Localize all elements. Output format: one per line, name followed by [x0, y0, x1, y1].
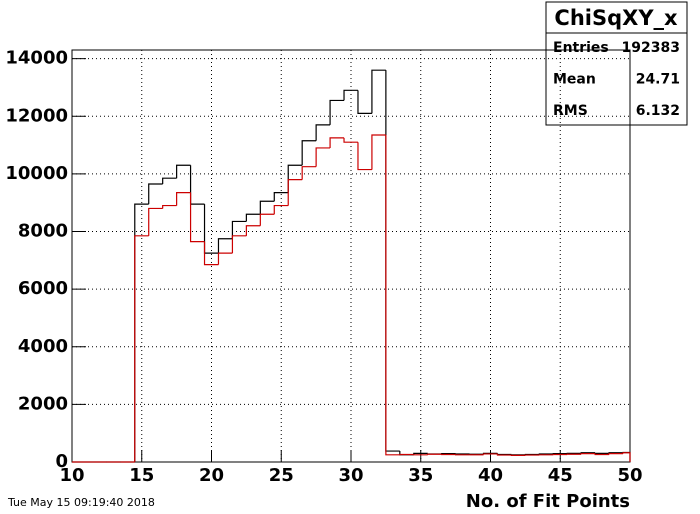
histogram-step	[217, 238, 233, 254]
histogram-step	[594, 453, 610, 456]
y-tick-label: 6000	[18, 278, 68, 299]
histogram-step	[176, 192, 191, 206]
y-tick-label: 2000	[18, 393, 68, 414]
y-tick-label: 12000	[5, 105, 68, 126]
histogram-step	[189, 192, 205, 243]
histogram-step	[217, 252, 233, 265]
histogram-step	[134, 235, 149, 462]
y-tick-label: 8000	[18, 221, 68, 242]
stats-label: RMS	[553, 103, 588, 119]
histogram-step	[162, 177, 177, 184]
histogram-step	[622, 452, 631, 462]
histogram-step	[287, 179, 303, 206]
stats-value: 192383	[622, 40, 680, 56]
histogram-step	[329, 137, 345, 148]
histogram-step	[329, 99, 345, 125]
histogram-step	[482, 453, 498, 455]
histogram-step	[231, 235, 247, 254]
histogram-step	[176, 164, 191, 179]
histogram-step	[385, 134, 400, 456]
histogram-step	[580, 453, 596, 455]
x-tick-label: 40	[478, 465, 503, 486]
histogram-step	[273, 204, 289, 215]
stats-label: Entries	[553, 40, 609, 56]
stats-value: 24.71	[636, 72, 680, 88]
histogram-step	[148, 183, 163, 205]
x-axis-label: No. of Fit Points	[466, 491, 630, 512]
histogram-step	[245, 213, 261, 222]
histogram-step	[594, 452, 610, 454]
stats-title: ChiSqXY_x	[554, 6, 678, 30]
histogram-step	[301, 140, 317, 166]
x-tick-label: 25	[269, 465, 294, 486]
histogram-step	[371, 134, 386, 170]
stats-box	[545, 1, 688, 126]
y-tick-label: 4000	[18, 336, 68, 357]
histogram-step	[162, 204, 177, 209]
histogram-step	[259, 200, 275, 215]
histogram-step	[203, 241, 219, 266]
y-tick-label: 14000	[5, 48, 68, 69]
histogram-step	[259, 213, 275, 226]
histogram-step	[301, 166, 317, 180]
y-tick-label: 0	[55, 451, 68, 472]
x-tick-label: 35	[408, 465, 433, 486]
stats-value: 6.132	[636, 103, 680, 119]
histogram-step	[371, 69, 386, 114]
x-tick-label: 45	[548, 465, 573, 486]
x-tick-label: 15	[129, 465, 154, 486]
y-tick-label: 10000	[5, 163, 68, 184]
histogram-step	[357, 142, 372, 171]
x-tick-label: 50	[617, 465, 642, 486]
x-tick-label: 10	[59, 465, 84, 486]
histogram-step	[245, 225, 261, 236]
histogram-step	[343, 89, 358, 101]
histogram-step	[273, 192, 289, 202]
histogram-step	[315, 147, 331, 167]
timestamp: Tue May 15 09:19:40 2018	[7, 496, 155, 509]
histogram-step	[608, 453, 624, 455]
stats-label: Mean	[553, 72, 596, 88]
x-tick-label: 30	[338, 465, 363, 486]
histogram-step	[343, 137, 358, 143]
histogram-step	[357, 90, 372, 114]
histogram-step	[148, 207, 163, 236]
histogram-step	[427, 453, 442, 455]
histogram-step	[231, 220, 247, 239]
x-tick-label: 20	[199, 465, 224, 486]
histogram-step	[315, 124, 331, 141]
histogram-step	[496, 453, 512, 456]
